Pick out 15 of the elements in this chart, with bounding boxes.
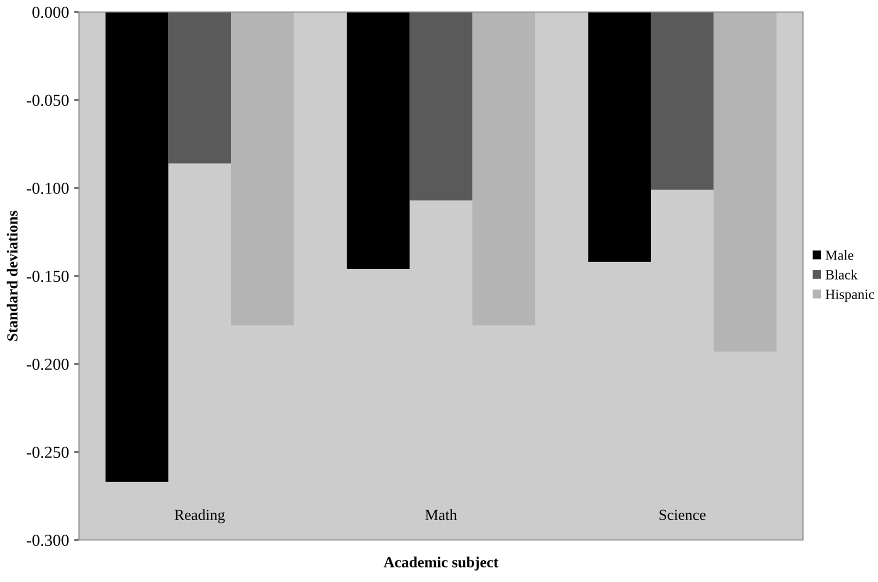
x-tick-label: Science — [660, 510, 706, 520]
y-tick-label: -0.150 — [26, 270, 69, 282]
y-tick-label: 0.000 — [32, 6, 69, 18]
x-tick-label: Math — [425, 509, 457, 520]
y-tick-label: -0.200 — [26, 358, 69, 370]
y-tick-label: -0.100 — [26, 182, 69, 194]
y-axis-title: Standard deviations — [6, 210, 18, 341]
y-tick-label: -0.250 — [26, 446, 69, 458]
x-tick-label: Reading — [174, 509, 225, 524]
y-tick-label: -0.300 — [26, 534, 69, 546]
x-axis-title: Academic subject — [384, 556, 498, 571]
legend-label: Hispanic — [826, 290, 874, 302]
legend-label: Black — [826, 270, 858, 280]
legend-label: Male — [826, 250, 854, 260]
y-tick-label: -0.050 — [26, 94, 69, 106]
